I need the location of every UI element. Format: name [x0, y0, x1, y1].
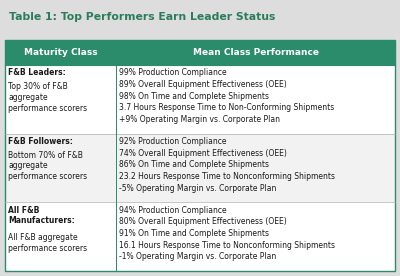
Text: 92% Production Compliance
74% Overall Equipment Effectiveness (OEE)
86% On Time : 92% Production Compliance 74% Overall Eq…: [120, 137, 336, 193]
Text: Top 30% of F&B
aggregate
performance scorers: Top 30% of F&B aggregate performance sco…: [8, 82, 88, 113]
Text: Table 1: Top Performers Earn Leader Status: Table 1: Top Performers Earn Leader Stat…: [9, 12, 276, 22]
Text: 94% Production Compliance
80% Overall Equipment Effectiveness (OEE)
91% On Time : 94% Production Compliance 80% Overall Eq…: [120, 206, 336, 261]
Bar: [5, 40, 395, 65]
Text: F&B Leaders:: F&B Leaders:: [8, 68, 66, 77]
Text: Mean Class Performance: Mean Class Performance: [192, 48, 318, 57]
Text: Bottom 70% of F&B
aggregate
performance scorers: Bottom 70% of F&B aggregate performance …: [8, 151, 88, 181]
Text: All F&B
Manufacturers:: All F&B Manufacturers:: [8, 206, 75, 225]
Text: All F&B aggregate
performance scorers: All F&B aggregate performance scorers: [8, 233, 88, 253]
Text: F&B Followers:: F&B Followers:: [8, 137, 73, 146]
Text: Maturity Class: Maturity Class: [24, 48, 98, 57]
Text: 99% Production Compliance
89% Overall Equipment Effectiveness (OEE)
98% On Time : 99% Production Compliance 89% Overall Eq…: [120, 68, 335, 124]
